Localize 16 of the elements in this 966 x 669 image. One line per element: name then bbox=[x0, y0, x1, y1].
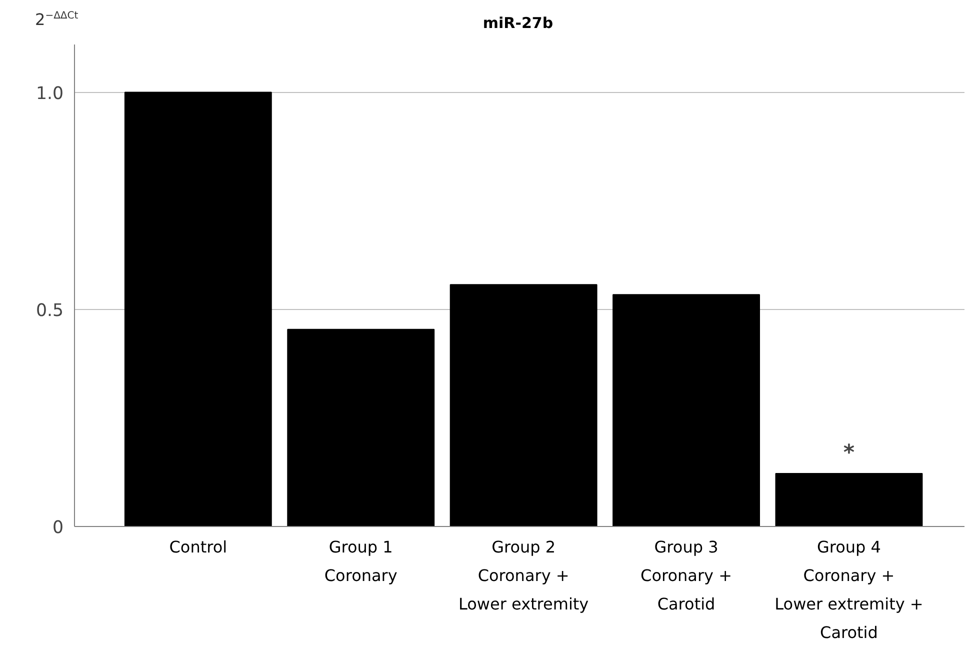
bar bbox=[124, 92, 272, 526]
x-tick-label: Group 4 Coronary + Lower extremity + Carotid bbox=[774, 538, 924, 642]
x-tick-label: Group 3 Coronary + Carotid bbox=[640, 538, 732, 614]
annotation: * bbox=[843, 440, 855, 466]
x-tick-label: Group 1 Coronary bbox=[324, 538, 398, 585]
y-tick-label: 0 bbox=[52, 518, 64, 538]
y-axis-title: 2$^{−ΔΔCt}$ bbox=[35, 9, 78, 31]
y-tick-label: 0.5 bbox=[36, 300, 64, 321]
x-tick-label: Control bbox=[169, 538, 228, 556]
bar bbox=[775, 473, 923, 526]
chart-title: miR-27b bbox=[482, 13, 554, 34]
x-tick-label: Group 2 Coronary + Lower extremity bbox=[458, 538, 589, 614]
bar bbox=[450, 284, 598, 526]
bar bbox=[612, 294, 760, 526]
bar bbox=[287, 328, 435, 526]
y-tick-label: 1.0 bbox=[36, 84, 64, 104]
